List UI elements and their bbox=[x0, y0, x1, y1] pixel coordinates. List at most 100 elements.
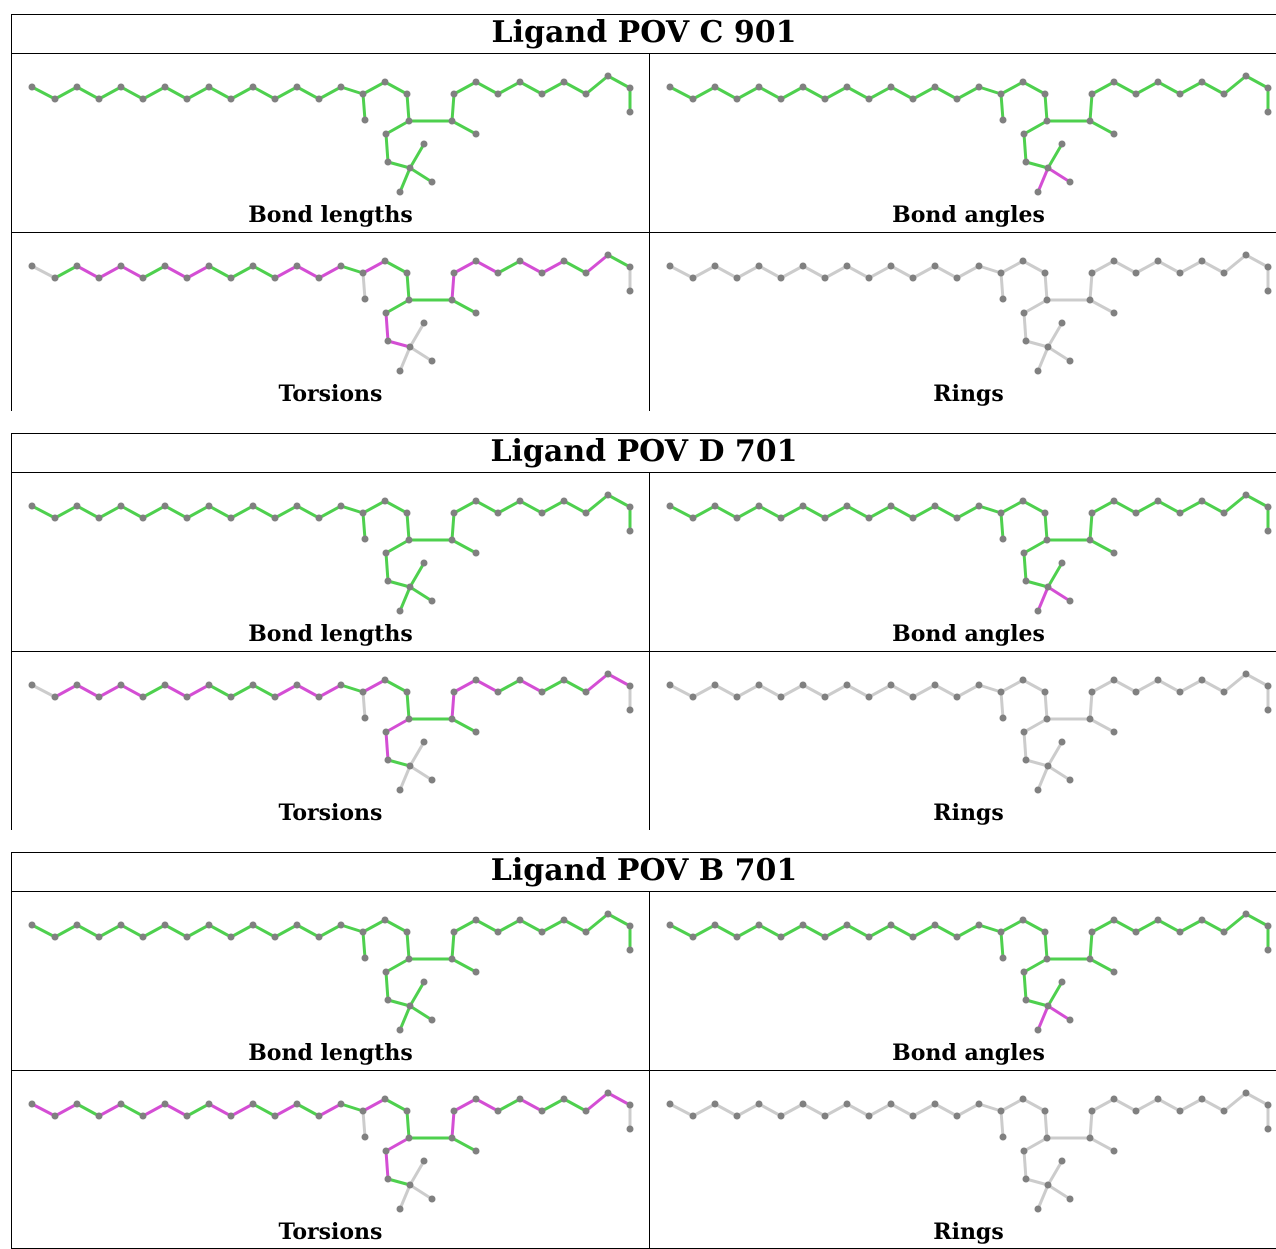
atom bbox=[1176, 509, 1184, 517]
atom bbox=[1110, 309, 1118, 317]
bond bbox=[383, 1097, 409, 1113]
bond bbox=[823, 504, 849, 520]
bond bbox=[75, 923, 101, 939]
atom bbox=[1198, 1095, 1206, 1103]
bond bbox=[383, 678, 409, 694]
panel-caption: Rings bbox=[933, 381, 1004, 407]
bond bbox=[207, 85, 233, 101]
atom bbox=[1034, 1026, 1042, 1034]
atom bbox=[361, 714, 369, 722]
atom bbox=[1154, 1095, 1162, 1103]
bond bbox=[1178, 918, 1204, 934]
atom bbox=[1034, 188, 1042, 196]
atom bbox=[689, 1112, 697, 1120]
bond bbox=[317, 923, 343, 939]
bond bbox=[540, 499, 566, 515]
bond bbox=[999, 271, 1005, 301]
atom bbox=[472, 257, 480, 265]
bond bbox=[1244, 912, 1270, 928]
atom bbox=[1066, 776, 1074, 784]
bond bbox=[1022, 730, 1028, 762]
atom bbox=[183, 95, 191, 103]
atom bbox=[361, 535, 369, 543]
bond bbox=[75, 1102, 101, 1118]
bond bbox=[779, 85, 805, 101]
atom bbox=[1044, 1002, 1052, 1010]
bond bbox=[229, 504, 255, 520]
atom bbox=[361, 295, 369, 303]
atom bbox=[843, 262, 851, 270]
bond bbox=[801, 923, 827, 939]
bond bbox=[1022, 717, 1049, 734]
atom bbox=[999, 714, 1007, 722]
atom bbox=[403, 1107, 411, 1115]
bond bbox=[30, 923, 57, 939]
bond bbox=[911, 683, 937, 699]
bond bbox=[185, 1102, 211, 1118]
atom bbox=[1154, 78, 1162, 86]
bond bbox=[518, 678, 544, 694]
bond bbox=[1200, 1097, 1226, 1113]
bond bbox=[97, 923, 123, 939]
bond bbox=[779, 923, 805, 939]
atom bbox=[428, 357, 436, 365]
bond bbox=[845, 504, 871, 520]
atom bbox=[73, 1100, 81, 1108]
atom bbox=[1110, 916, 1118, 924]
atom bbox=[271, 274, 279, 282]
bond bbox=[867, 683, 893, 699]
atom bbox=[666, 262, 674, 270]
bond bbox=[1046, 561, 1064, 589]
molecule-diagram bbox=[28, 251, 634, 375]
atom bbox=[799, 262, 807, 270]
bond bbox=[496, 678, 522, 694]
bond bbox=[668, 504, 695, 520]
bond bbox=[1046, 1183, 1072, 1201]
atom bbox=[799, 83, 807, 91]
atom bbox=[1043, 117, 1051, 125]
molecule-diagram bbox=[666, 1089, 1272, 1213]
atom bbox=[117, 921, 125, 929]
bond bbox=[361, 678, 387, 694]
atom bbox=[28, 502, 36, 510]
bond bbox=[295, 923, 321, 939]
bond bbox=[53, 264, 79, 280]
bond bbox=[408, 585, 434, 603]
bond bbox=[384, 957, 411, 974]
bond bbox=[141, 683, 167, 699]
atom bbox=[1041, 509, 1049, 517]
atom bbox=[1264, 503, 1272, 511]
atom bbox=[1041, 688, 1049, 696]
atom bbox=[161, 1100, 169, 1108]
bond bbox=[1222, 672, 1248, 694]
atom bbox=[843, 1100, 851, 1108]
bond bbox=[867, 1102, 893, 1118]
bond bbox=[1156, 678, 1182, 694]
atom bbox=[359, 509, 367, 517]
atom bbox=[183, 1112, 191, 1120]
atom bbox=[1019, 676, 1027, 684]
atom bbox=[1058, 738, 1066, 746]
atom bbox=[293, 681, 301, 689]
bond bbox=[1043, 690, 1049, 721]
molecule-diagram bbox=[666, 72, 1272, 196]
bond bbox=[1090, 678, 1116, 694]
atom bbox=[315, 95, 323, 103]
atom bbox=[560, 78, 568, 86]
atom bbox=[1043, 955, 1051, 963]
bond bbox=[97, 1102, 123, 1118]
atom bbox=[384, 158, 392, 166]
atom bbox=[1058, 559, 1066, 567]
atom bbox=[73, 502, 81, 510]
atom bbox=[271, 95, 279, 103]
bond bbox=[405, 690, 411, 721]
atom bbox=[28, 681, 36, 689]
atom bbox=[1022, 996, 1030, 1004]
bond bbox=[691, 923, 717, 939]
atom bbox=[1264, 84, 1272, 92]
bond bbox=[398, 166, 412, 194]
bond bbox=[1178, 499, 1204, 515]
bond bbox=[1222, 1091, 1248, 1113]
bond bbox=[163, 504, 189, 520]
bond bbox=[452, 918, 478, 934]
